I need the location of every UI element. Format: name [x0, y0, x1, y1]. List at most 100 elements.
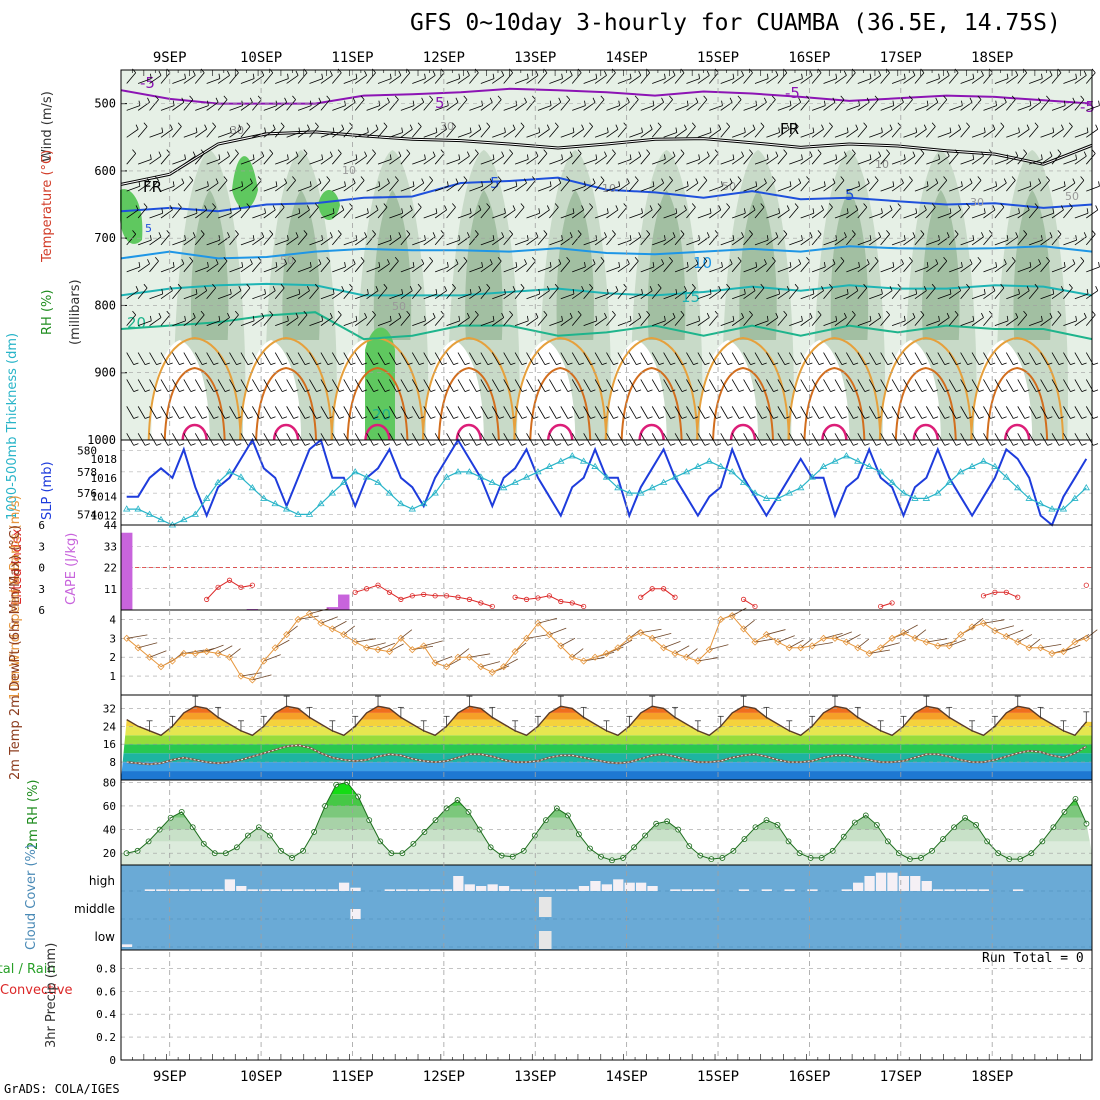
- wind-barb: [514, 320, 529, 327]
- wind-barb: [1006, 293, 1020, 300]
- wind-barb: [777, 352, 786, 365]
- wind-barb: [297, 290, 310, 300]
- wind-barb: [126, 266, 141, 273]
- cloud-high-bar: [921, 881, 932, 891]
- wind-barb-flag: [554, 283, 559, 289]
- wind-barb-flag: [954, 149, 959, 154]
- li-point: [1083, 582, 1089, 588]
- wind-barb: [1063, 126, 1073, 138]
- wind-barb-flag: [543, 149, 548, 154]
- wind-barb-flag: [143, 283, 148, 289]
- wind-barb: [754, 287, 765, 299]
- wind-surface-barb: [812, 642, 833, 647]
- wind-barb-flag: [184, 73, 186, 79]
- thickness-point: [751, 489, 759, 496]
- wind-barb-flag: [204, 286, 208, 291]
- wind-barb: [195, 105, 209, 111]
- wind-barb-flag: [1001, 443, 1007, 446]
- wind-barb: [743, 290, 756, 300]
- wind-barb: [674, 290, 687, 300]
- wind-speed-line: [126, 613, 1087, 681]
- wind-barb: [766, 293, 780, 300]
- wind-barb-flag: [601, 389, 607, 392]
- wind-barb: [412, 320, 426, 327]
- wind-barb-flag: [681, 416, 687, 419]
- wind-barb-flag: [992, 286, 996, 291]
- wind-barb: [514, 263, 527, 273]
- wind-barb-flag: [218, 235, 221, 241]
- wind-barb: [229, 379, 237, 392]
- wind-barb-flag: [604, 312, 607, 318]
- wind-barb-flag: [744, 288, 746, 295]
- wind-barb-flag: [783, 230, 788, 235]
- wind-barb-flag: [887, 443, 893, 446]
- wind-barb-flag: [652, 181, 655, 187]
- wind-barb-flag: [874, 95, 879, 100]
- thickness-point: [785, 489, 793, 496]
- wind-barb-flag: [855, 205, 859, 211]
- wind-barb: [994, 207, 1005, 219]
- thickness-point: [545, 462, 554, 469]
- wind-barb: [926, 406, 934, 419]
- wind-barb: [720, 78, 735, 84]
- wind-barb: [606, 105, 620, 111]
- wind-barb: [480, 433, 489, 446]
- wind-barb: [286, 212, 300, 219]
- wind-barb-flag: [567, 362, 573, 366]
- wind-barb: [846, 433, 854, 446]
- li-point: [512, 594, 518, 600]
- wind-barb: [823, 159, 837, 165]
- wind-barb-flag: [604, 70, 607, 76]
- wind-barb: [983, 128, 996, 138]
- wind-barb-flag: [923, 205, 927, 211]
- wind-barb: [1017, 433, 1026, 446]
- wind-barb: [457, 352, 466, 365]
- wind-barb-flag: [661, 259, 665, 264]
- wind-barb-flag: [481, 262, 483, 268]
- rh-band: [121, 817, 1092, 830]
- wind-barb: [149, 155, 162, 165]
- day-label-top: 14SEP: [606, 50, 648, 66]
- wind-barb: [651, 263, 664, 273]
- wind-barb: [880, 406, 889, 419]
- wind-barb-flag: [709, 208, 712, 214]
- wind-barb: [823, 207, 833, 219]
- wind-speed-point: [465, 653, 473, 661]
- wind-barb: [297, 128, 310, 138]
- wind-barb-flag: [901, 259, 904, 264]
- wind-barb-flag: [886, 149, 890, 154]
- wind-barb-flag: [763, 259, 767, 264]
- isotherm-35: [638, 423, 665, 441]
- wind-barb-flag: [908, 257, 913, 262]
- wind-surface-barb: [480, 661, 500, 668]
- wind-surface-barb: [663, 640, 681, 649]
- wind-barb: [994, 433, 1003, 446]
- wind-barb: [1028, 287, 1039, 299]
- wind-barb: [377, 207, 388, 219]
- wind-barb: [194, 379, 203, 392]
- wind-barb: [503, 379, 512, 392]
- wind-barb: [686, 352, 694, 365]
- wind-barb: [823, 126, 833, 138]
- wind-barb-flag: [535, 232, 539, 238]
- wind-barb: [731, 236, 744, 246]
- wind-barb-flag: [903, 315, 906, 321]
- ylabel-rh: RH (%): [40, 289, 55, 335]
- wind-barb: [617, 263, 630, 273]
- wind-barb: [309, 182, 322, 192]
- thickness-point: [739, 478, 748, 485]
- wind-barb: [789, 182, 801, 192]
- wind-barb-flag: [492, 73, 495, 79]
- wind-barb-flag: [812, 288, 815, 295]
- rh-shade-core: [282, 190, 320, 340]
- wind-barb: [286, 99, 296, 111]
- wind-barb-flag: [881, 288, 883, 295]
- wind-barb-flag: [524, 259, 527, 264]
- wind-barb: [355, 293, 369, 300]
- wind-barb: [469, 352, 477, 365]
- wind-barb-flag: [821, 205, 824, 211]
- wind-barb-flag: [864, 416, 870, 419]
- wind-barb-flag: [823, 181, 826, 187]
- wind-barb-flag: [778, 127, 780, 133]
- wind-barb: [286, 352, 294, 365]
